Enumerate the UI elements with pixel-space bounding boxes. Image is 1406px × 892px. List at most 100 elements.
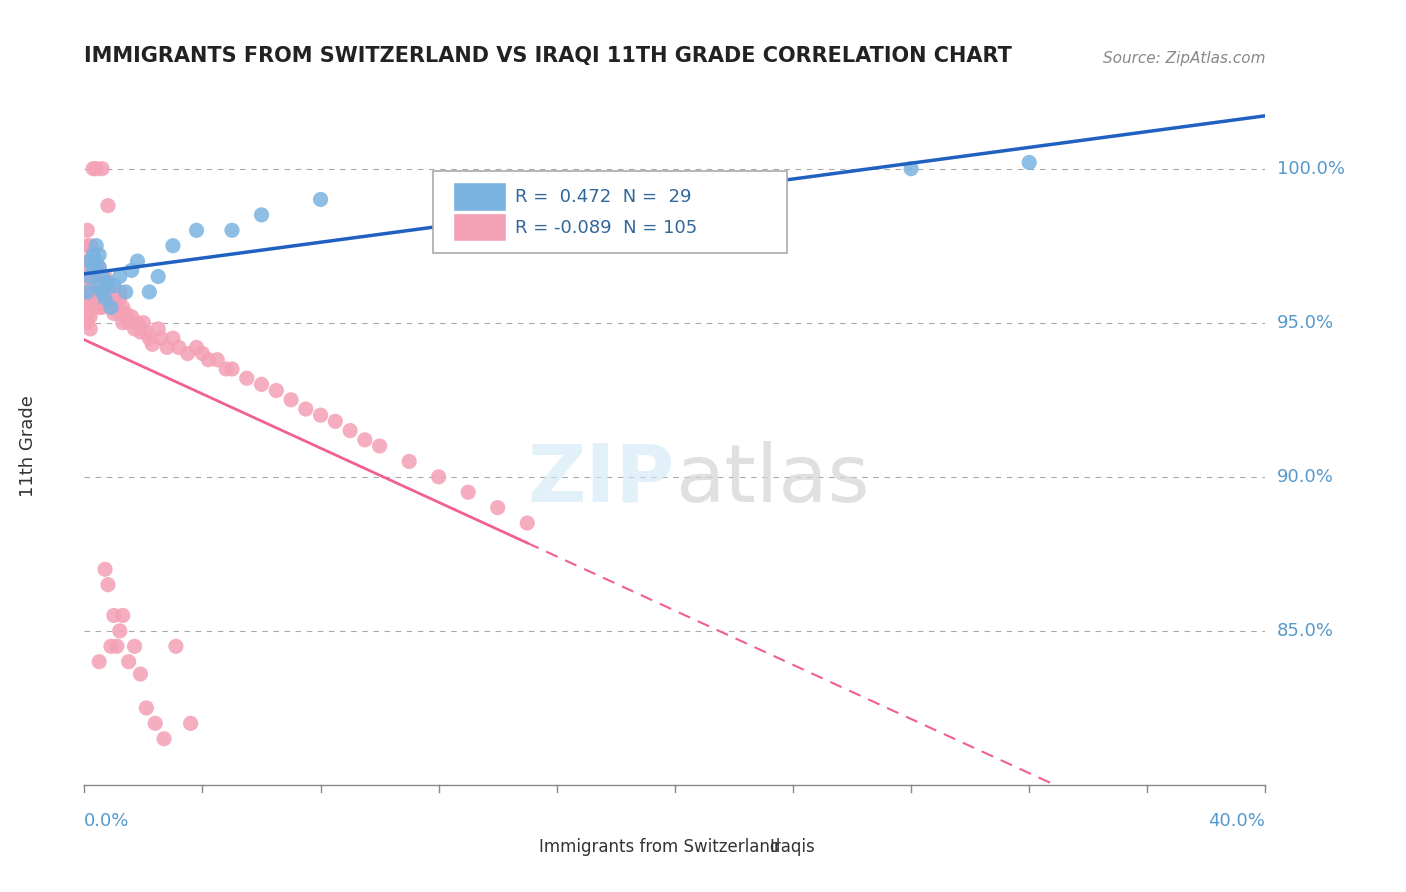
Point xyxy=(79,322,101,336)
Point xyxy=(76,269,98,284)
Point xyxy=(82,301,104,315)
Point xyxy=(100,301,122,315)
Point xyxy=(121,310,143,324)
Point xyxy=(76,291,98,305)
Point xyxy=(76,260,98,275)
Point xyxy=(84,254,107,268)
Point xyxy=(250,377,273,392)
Point xyxy=(339,424,361,438)
Point xyxy=(114,306,136,320)
Point xyxy=(900,161,922,176)
Point xyxy=(76,254,98,268)
Point xyxy=(150,331,173,345)
Point xyxy=(79,285,101,299)
Point xyxy=(156,340,179,354)
Point xyxy=(148,269,170,284)
Point xyxy=(280,392,302,407)
Point xyxy=(135,701,157,715)
Point xyxy=(516,516,538,530)
Point xyxy=(236,371,259,385)
Point xyxy=(129,667,152,681)
Point xyxy=(84,269,107,284)
Point xyxy=(148,322,170,336)
Point xyxy=(97,278,120,293)
FancyBboxPatch shape xyxy=(433,171,787,252)
Point xyxy=(180,716,202,731)
Point xyxy=(87,260,111,275)
Point xyxy=(105,301,128,315)
Point xyxy=(207,352,229,367)
Point xyxy=(97,577,120,591)
Point xyxy=(87,285,111,299)
Point xyxy=(87,248,111,262)
Point xyxy=(135,325,157,339)
Point xyxy=(103,278,125,293)
Point xyxy=(76,223,98,237)
Text: atlas: atlas xyxy=(675,441,869,519)
Text: R =  0.472  N =  29: R = 0.472 N = 29 xyxy=(516,188,692,206)
Text: IMMIGRANTS FROM SWITZERLAND VS IRAQI 11TH GRADE CORRELATION CHART: IMMIGRANTS FROM SWITZERLAND VS IRAQI 11T… xyxy=(84,46,1012,66)
Point xyxy=(143,716,166,731)
Point xyxy=(91,161,114,176)
Point xyxy=(121,263,143,277)
Point xyxy=(79,269,101,284)
Point xyxy=(162,238,184,252)
Point xyxy=(250,208,273,222)
Point xyxy=(132,316,155,330)
Point xyxy=(141,337,163,351)
Point xyxy=(111,316,134,330)
Point xyxy=(94,291,117,305)
Text: R = -0.089  N = 105: R = -0.089 N = 105 xyxy=(516,219,697,236)
Point xyxy=(186,223,208,237)
Point xyxy=(398,454,420,468)
Point xyxy=(221,223,243,237)
Text: 100.0%: 100.0% xyxy=(1277,160,1346,178)
Point xyxy=(111,608,134,623)
Point xyxy=(82,269,104,284)
Point xyxy=(309,193,332,207)
Point xyxy=(84,285,107,299)
Point xyxy=(129,325,152,339)
Point xyxy=(153,731,176,746)
Point xyxy=(76,316,98,330)
Point xyxy=(91,269,114,284)
Point xyxy=(84,161,107,176)
Point xyxy=(127,316,149,330)
Point xyxy=(108,285,131,299)
Point xyxy=(124,322,146,336)
Text: 85.0%: 85.0% xyxy=(1277,622,1334,640)
Point xyxy=(162,331,184,345)
Point xyxy=(486,500,509,515)
Point xyxy=(94,285,117,299)
Point xyxy=(118,655,141,669)
Point xyxy=(100,291,122,305)
Point xyxy=(127,254,149,268)
Point xyxy=(94,269,117,284)
Text: ZIP: ZIP xyxy=(527,441,675,519)
Point xyxy=(87,260,111,275)
Point xyxy=(103,294,125,309)
Point xyxy=(108,624,131,638)
Point xyxy=(87,301,111,315)
Point xyxy=(76,278,98,293)
FancyBboxPatch shape xyxy=(453,182,506,211)
Point xyxy=(87,278,111,293)
Point xyxy=(191,346,214,360)
Point xyxy=(457,485,479,500)
Point xyxy=(91,285,114,299)
Point xyxy=(87,269,111,284)
Point xyxy=(103,285,125,299)
Point xyxy=(91,285,114,299)
Point xyxy=(76,285,98,299)
Text: 11th Grade: 11th Grade xyxy=(20,395,37,497)
Point xyxy=(97,276,120,290)
Point xyxy=(427,470,450,484)
Point xyxy=(100,640,122,654)
Point xyxy=(266,384,288,398)
Point xyxy=(76,310,98,324)
Point xyxy=(111,301,134,315)
FancyBboxPatch shape xyxy=(495,836,530,857)
Point xyxy=(79,269,101,284)
Point xyxy=(97,291,120,305)
Point xyxy=(124,640,146,654)
